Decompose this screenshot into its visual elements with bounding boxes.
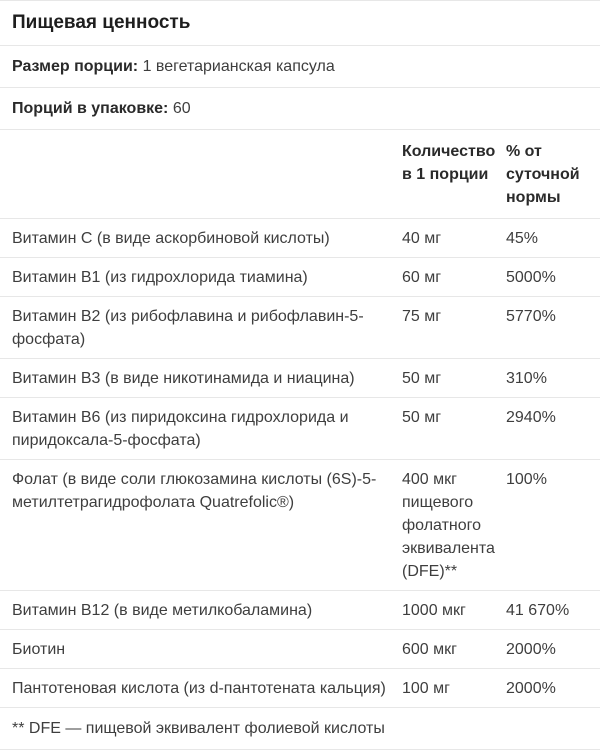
row-dv: 2000% (506, 680, 556, 697)
table-row: Витамин B3 (в виде никотинамида и ниацин… (0, 359, 600, 398)
row-amount: 1000 мкг (402, 602, 466, 619)
row-name: Витамин C (в виде аскорбиновой кислоты) (12, 230, 330, 247)
row-name: Витамин B1 (из гидрохлорида тиамина) (12, 269, 308, 286)
row-name: Витамин B6 (из пиридоксина гидрохлорида … (12, 409, 349, 449)
row-dv: 5000% (506, 269, 556, 286)
row-dv: 100% (506, 471, 547, 488)
row-amount: 50 мг (402, 370, 442, 387)
table-row: Витамин B2 (из рибофлавина и рибофлавин-… (0, 297, 600, 359)
table-row: Биотин 600 мкг 2000% (0, 630, 600, 669)
table-row: Витамин B1 (из гидрохлорида тиамина) 60 … (0, 258, 600, 297)
row-dv: 45% (506, 230, 539, 247)
serving-size-label: Размер порции: (12, 58, 139, 75)
servings-per-container-label: Порций в упаковке: (12, 100, 169, 117)
column-header-dv: % от суточной нормы (506, 143, 580, 206)
servings-per-container-value: 60 (172, 100, 191, 117)
table-title-row: Пищевая ценность (0, 1, 600, 46)
serving-size-row: Размер порции: 1 вегетарианская капсула (0, 46, 600, 88)
row-dv: 41 670% (506, 602, 570, 619)
row-amount: 400 мкг пищевого фолатного эквивалента (… (402, 471, 495, 580)
row-amount: 60 мг (402, 269, 442, 286)
row-name: Витамин B12 (в виде метилкобаламина) (12, 602, 313, 619)
row-amount: 100 мг (402, 680, 450, 697)
row-amount: 600 мкг (402, 641, 457, 658)
row-dv: 2000% (506, 641, 556, 658)
table-row: Витамин C (в виде аскорбиновой кислоты) … (0, 219, 600, 258)
table-row: Витамин B6 (из пиридоксина гидрохлорида … (0, 398, 600, 460)
row-dv: 2940% (506, 409, 556, 426)
footnote-text: ** DFE — пищевой эквивалент фолиевой кис… (12, 720, 385, 737)
column-header-amount: Количество в 1 порции (402, 143, 496, 183)
row-amount: 75 мг (402, 308, 442, 325)
column-header-row: Количество в 1 порции % от суточной норм… (0, 130, 600, 219)
table-row: Пантотеновая кислота (из d-пантотената к… (0, 669, 600, 708)
row-name: Витамин B3 (в виде никотинамида и ниацин… (12, 370, 355, 387)
table-body: Витамин C (в виде аскорбиновой кислоты) … (0, 219, 600, 708)
serving-size-value: 1 вегетарианская капсула (142, 58, 335, 75)
row-dv: 5770% (506, 308, 556, 325)
row-amount: 50 мг (402, 409, 442, 426)
table-row: Витамин B12 (в виде метилкобаламина) 100… (0, 591, 600, 630)
row-name: Биотин (12, 641, 66, 658)
row-name: Фолат (в виде соли глюкозамина кислоты (… (12, 471, 377, 511)
table-row: Фолат (в виде соли глюкозамина кислоты (… (0, 460, 600, 591)
servings-per-container-row: Порций в упаковке: 60 (0, 88, 600, 130)
footnote-row: ** DFE — пищевой эквивалент фолиевой кис… (0, 708, 600, 750)
row-name: Пантотеновая кислота (из d-пантотената к… (12, 680, 386, 697)
row-amount: 40 мг (402, 230, 442, 247)
row-dv: 310% (506, 370, 547, 387)
table-title: Пищевая ценность (12, 12, 191, 33)
row-name: Витамин B2 (из рибофлавина и рибофлавин-… (12, 308, 364, 348)
